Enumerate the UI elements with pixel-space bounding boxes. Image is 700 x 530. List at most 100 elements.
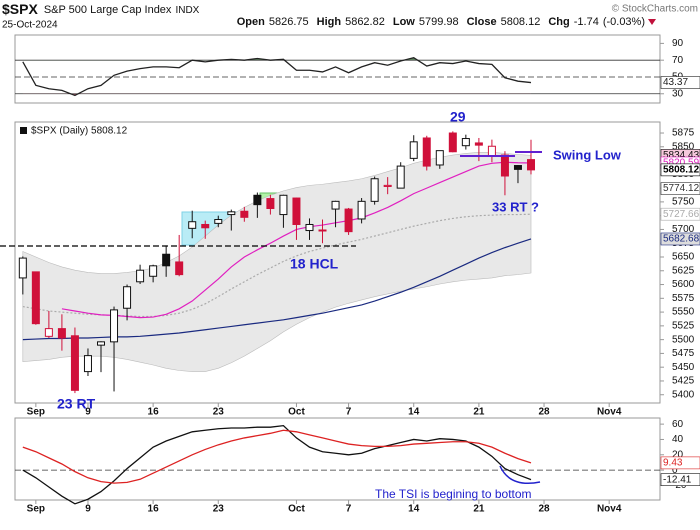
quote-value: 5826.75	[269, 16, 309, 28]
y-tick-label: 90	[672, 38, 684, 49]
date: 25-Oct-2024	[2, 20, 58, 31]
x-tick-label: 14	[408, 407, 420, 418]
bottom-arc	[499, 465, 541, 484]
x-tick-label: 16	[148, 407, 160, 418]
y-tick-label: 20	[672, 449, 684, 460]
panel-frame	[14, 34, 661, 104]
x-tick-label: 9	[85, 407, 91, 418]
candle-body	[110, 309, 119, 343]
y-tick-label: 0	[672, 465, 678, 476]
candle-body	[331, 200, 340, 210]
legend-icon	[20, 127, 27, 134]
candle-body	[18, 257, 27, 279]
x-tick-label: Sep	[27, 504, 45, 515]
value-label: -12.41	[663, 474, 692, 485]
y-tick-label: 5425	[672, 376, 695, 387]
y-tick-label: 5475	[672, 348, 695, 359]
value-label-bg	[660, 76, 700, 89]
candle-body	[318, 229, 327, 232]
quote-label: Open	[237, 16, 265, 28]
x-tick-label: Nov4	[597, 407, 622, 418]
candle-body	[31, 271, 40, 325]
x-tick-label: 21	[473, 407, 485, 418]
x-tick-label: 28	[538, 504, 550, 515]
candle-body	[500, 154, 509, 177]
value-label-bg	[660, 163, 700, 177]
legend: $SPX (Daily) 5808.12	[31, 126, 128, 137]
quote-label: High	[317, 16, 342, 28]
value-label: 43.37	[663, 77, 688, 88]
candle-body	[422, 137, 431, 167]
x-tick-label: 28	[538, 407, 550, 418]
candle-body	[44, 328, 53, 337]
y-tick-label: 5850	[672, 141, 695, 152]
quote-value: 5799.98	[419, 16, 459, 28]
candle-body	[240, 210, 249, 218]
exchange: INDX	[175, 5, 199, 16]
y-tick-label: 5875	[672, 128, 695, 139]
x-tick-label: 23	[213, 407, 225, 418]
y-tick-label: 5400	[672, 389, 695, 400]
value-label-bg	[660, 456, 700, 470]
candle-body	[162, 253, 171, 267]
y-tick-label: 5450	[672, 362, 695, 373]
copyright: © StockCharts.com	[612, 4, 698, 15]
y-tick-label: 5750	[672, 197, 695, 208]
candle-body	[435, 150, 444, 166]
moving-average	[22, 238, 532, 341]
annotation: 23 RT	[57, 396, 96, 412]
y-tick-label: 5600	[672, 279, 695, 290]
value-label-bg	[660, 232, 700, 246]
x-tick-label: 21	[473, 504, 485, 515]
value-label: 9.43	[663, 458, 683, 469]
y-tick-label: 30	[672, 88, 684, 99]
candle-body	[227, 211, 236, 216]
candle-body	[396, 165, 405, 189]
y-tick-label: 60	[672, 419, 684, 430]
candle-body	[57, 328, 66, 339]
quote: Open 5826.75 High 5862.82 Low 5799.98 Close 580…	[237, 16, 645, 28]
candle-body	[344, 208, 353, 233]
quote-label: Close	[467, 16, 497, 28]
candle-body	[175, 261, 184, 276]
header-title: $SPX S&P 500 Large Cap Index INDX	[2, 1, 200, 17]
quote-label: Chg	[548, 16, 569, 28]
annotation: 33 RT ?	[492, 199, 539, 214]
y-tick-label: 5625	[672, 265, 695, 276]
down-arrow	[648, 19, 656, 25]
y-tick-label: 5700	[672, 224, 695, 235]
x-tick-label: 7	[346, 504, 352, 515]
y-tick-label: 5575	[672, 293, 695, 304]
quote-value: 5808.12	[501, 16, 541, 28]
value-label: 5820.59	[663, 158, 700, 169]
x-tick-label: Nov4	[597, 504, 622, 515]
quote-value: -1.74	[574, 16, 599, 28]
x-tick-label: 7	[346, 407, 352, 418]
y-tick-label: 40	[672, 434, 684, 445]
value-label: 5808.12	[663, 165, 700, 176]
value-label-bg	[660, 207, 700, 221]
candle-body	[487, 145, 496, 157]
y-tick-label: 5525	[672, 321, 695, 332]
value-label: 5727.66	[663, 209, 700, 220]
annotation: Swing Low	[553, 147, 622, 162]
candle-body	[357, 200, 366, 220]
line	[22, 429, 532, 484]
candle-body	[136, 269, 145, 283]
candle-body	[474, 142, 483, 146]
candle-body	[383, 184, 392, 187]
candle-body	[448, 132, 457, 153]
x-tick-label: Oct	[288, 504, 305, 515]
y-tick-label: 5650	[672, 252, 695, 263]
value-label-bg	[660, 473, 700, 486]
candle-body	[188, 221, 197, 229]
x-tick-label: Sep	[27, 407, 45, 418]
candle-body	[305, 223, 314, 232]
candle-body	[461, 138, 470, 147]
symbol: $SPX	[2, 1, 38, 17]
candle-body	[97, 341, 105, 346]
candle-body	[201, 223, 210, 229]
band-area	[22, 152, 532, 372]
candle-body	[266, 198, 275, 210]
